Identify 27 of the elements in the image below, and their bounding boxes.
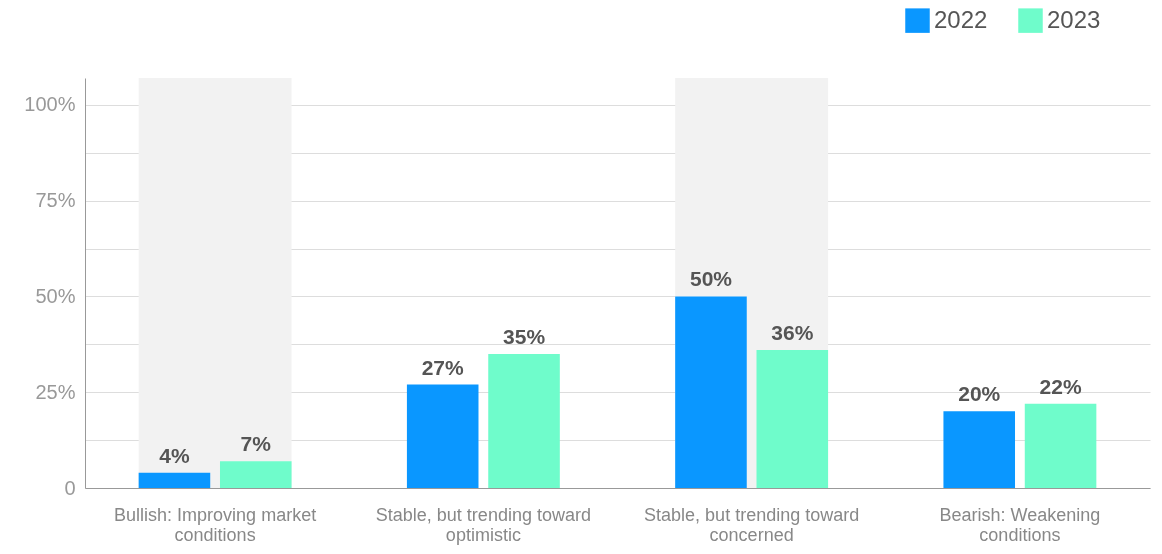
bar xyxy=(219,461,292,488)
data-label: 35% xyxy=(503,324,546,348)
y-tick-label: 25% xyxy=(35,380,76,403)
y-tick-label: 75% xyxy=(35,189,76,212)
y-tick-label: 0 xyxy=(64,476,76,499)
data-label: 20% xyxy=(958,382,1001,406)
legend-label: 2022 xyxy=(934,5,988,33)
data-label: 4% xyxy=(159,443,190,467)
bar xyxy=(675,296,747,488)
data-label: 36% xyxy=(771,321,814,345)
bar xyxy=(943,411,1016,488)
bar xyxy=(756,350,829,488)
bar xyxy=(406,384,479,488)
y-tick-label: 50% xyxy=(35,284,76,307)
data-label: 27% xyxy=(421,355,465,379)
x-tick-label: Bullish: Improving market conditions xyxy=(114,504,317,545)
y-tick-label: 100% xyxy=(24,93,76,116)
bar xyxy=(488,353,560,488)
data-label: 22% xyxy=(1039,374,1082,398)
data-label: 50% xyxy=(689,267,733,291)
x-tick-label: Bearish: Weakening conditions xyxy=(939,504,1101,545)
x-tick-label: Stable, but trending toward concerned xyxy=(644,504,860,545)
x-tick-label: Stable, but trending toward optimistic xyxy=(375,504,591,545)
bar xyxy=(138,472,211,488)
data-label: 7% xyxy=(240,432,272,456)
bar xyxy=(1024,403,1097,488)
legend-label: 2023 xyxy=(1047,5,1101,33)
